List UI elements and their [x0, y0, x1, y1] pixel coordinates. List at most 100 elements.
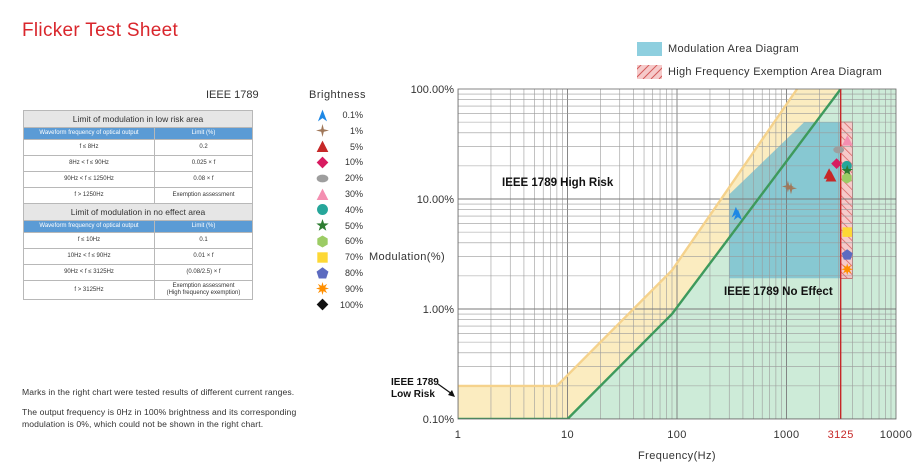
low-risk-label: IEEE 1789 [391, 377, 439, 388]
col-header-frequency: Waveform frequency of optical output [23, 127, 155, 140]
table-cell: Exemption assessment [154, 187, 253, 204]
x-axis-label: Frequency(Hz) [638, 450, 716, 462]
legend-item: 5% [316, 140, 363, 154]
pentagon-icon [316, 266, 329, 279]
square-icon [317, 251, 328, 263]
circle-icon [317, 204, 328, 216]
plot-area [458, 89, 896, 419]
table-row: 8Hz < f ≤ 90Hz 0.025 × f [23, 155, 253, 172]
diamond-icon [316, 298, 329, 311]
x-tick-label: 10 [561, 429, 574, 441]
legend-item: 10% [316, 155, 363, 169]
y-tick-label: 1.00% [423, 304, 454, 316]
x-tick-label: 1 [455, 429, 462, 441]
brightness-legend-title: Brightness [309, 89, 366, 101]
table-cell: f > 3125Hz [23, 280, 155, 300]
legend-label: 50% [344, 220, 363, 231]
legend-label: 20% [344, 173, 363, 184]
x-tick-label: 1000 [773, 429, 799, 441]
legend-label: 10% [344, 157, 363, 168]
data-point [785, 182, 797, 195]
legend-label: 0.1% [342, 110, 363, 120]
triangle-icon [316, 188, 329, 200]
high-risk-label: IEEE 1789 High Risk [502, 177, 614, 189]
plot-border [457, 88, 897, 420]
data-point [781, 180, 794, 193]
legend-item: 80% [316, 266, 363, 280]
area-key-label: High Frequency Exemption Area Diagram [668, 66, 883, 78]
legend-label: 1% [349, 125, 363, 136]
y-axis-label: Modulation(%) [369, 251, 445, 263]
note-text: modulation is 0%, which could not be sho… [22, 419, 264, 429]
legend-item: 70% [316, 250, 363, 264]
data-point [833, 146, 845, 154]
table-header-row: Waveform frequency of optical output Limi… [23, 220, 253, 233]
tri-y-icon [317, 109, 328, 121]
data-point [825, 171, 837, 182]
hatch-swatch [637, 65, 662, 79]
legend-item: 30% [316, 187, 363, 201]
modulation-area [729, 122, 841, 279]
data-point [841, 164, 853, 176]
diamond-icon [316, 156, 329, 169]
y-tick-label: 0.10% [423, 414, 454, 426]
no-effect-limit-line [458, 89, 842, 419]
x-tick-label: 10000 [880, 429, 913, 441]
legend-item: 50% [316, 219, 363, 233]
legend-item: 40% [316, 203, 363, 217]
legend-label: 80% [344, 268, 363, 278]
legend-item: 60% [316, 234, 363, 248]
table-row: f ≤ 8Hz 0.2 [23, 139, 253, 156]
data-point [831, 158, 842, 169]
legend-label: 5% [349, 141, 363, 152]
legend-item: 0.1% [316, 108, 363, 122]
legend-label: 90% [344, 283, 363, 294]
data-point [842, 227, 852, 237]
legend-label: 100% [339, 299, 363, 310]
low-risk-arrow [437, 383, 453, 395]
table-row: 10Hz < f ≤ 90Hz 0.01 × f [23, 248, 253, 265]
legend-label: 40% [344, 204, 363, 215]
y-tick-label: 10.00% [417, 194, 455, 206]
table-section-row: Limit of modulation in low risk area [23, 110, 253, 128]
note-text: The output frequency is 0Hz in 100% brig… [22, 407, 297, 417]
data-points [731, 135, 854, 276]
table-cell-line: (High frequency exemption) [166, 290, 241, 296]
y-tick-label: 100.00% [411, 84, 455, 96]
col-header-frequency: Waveform frequency of optical output [23, 220, 155, 233]
gridlines [458, 89, 896, 419]
table-cell: Exemption assessment (High frequency exem… [154, 280, 253, 300]
col-header-limit: Limit (%) [154, 127, 253, 140]
data-point [733, 209, 743, 221]
legend-item: 20% [316, 171, 363, 185]
low-risk-arrowhead [448, 390, 455, 397]
note-text: Marks in the right chart were tested res… [22, 387, 295, 397]
legend-label: 60% [344, 236, 363, 247]
limits-table: Limit of modulation in low risk area Wav… [23, 110, 253, 300]
table-cell: (0.08/2.5) × f [154, 264, 253, 281]
low-risk-label: Low Risk [391, 389, 435, 400]
data-point [841, 249, 853, 260]
data-point [841, 263, 854, 276]
area-key-modulation: Modulation Area Diagram [637, 41, 799, 57]
area-key-exemption: High Frequency Exemption Area Diagram [637, 64, 882, 80]
cross-star-icon [316, 124, 329, 138]
low-risk-limit-line [458, 89, 799, 388]
page-title: Flicker Test Sheet [22, 20, 179, 41]
x-tick-label: 3125 [828, 429, 854, 441]
x-tick-label: 100 [667, 429, 687, 441]
table-cell-line: Exemption assessment [172, 283, 235, 289]
table-header-row: Waveform frequency of optical output Limi… [23, 127, 253, 140]
area-key-label: Modulation Area Diagram [668, 43, 800, 55]
hexagon-icon [317, 235, 328, 248]
legend-item: 100% [316, 298, 363, 312]
legend-label: 70% [344, 252, 363, 263]
data-point [842, 135, 853, 146]
ellipse-icon [316, 174, 329, 183]
table-row: f > 1250Hz Exemption assessment [23, 187, 253, 204]
data-point [842, 172, 852, 184]
legend-item: 1% [316, 124, 363, 138]
low-risk-title: Limit of modulation in low risk area [23, 110, 253, 128]
star-icon [316, 219, 329, 231]
